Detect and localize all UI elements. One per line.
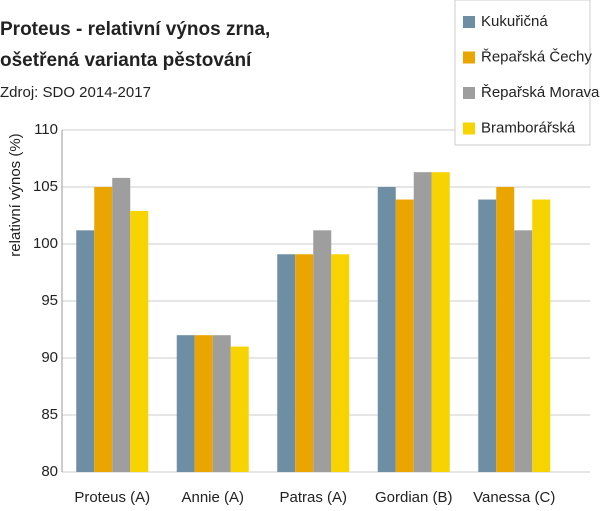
bar [176, 335, 195, 472]
legend-label: Řepařská Čechy [481, 48, 592, 65]
legend-swatch [463, 87, 475, 99]
source: Zdroj: SDO 2014-2017 [0, 84, 151, 101]
bar [496, 187, 515, 472]
bar [532, 199, 551, 473]
bar [212, 335, 231, 472]
bar [395, 199, 414, 473]
y-tick-label: 105 [33, 178, 58, 195]
chart-subtitle: ošetřená varianta pěstování [0, 50, 252, 71]
y-tick-label: 100 [33, 235, 58, 252]
x-tick-label: Proteus (A) [74, 489, 150, 506]
legend-label: Řepařská Morava [481, 84, 600, 101]
bar [230, 346, 249, 472]
x-tick-label: Gordian (B) [375, 489, 453, 506]
bar [277, 254, 296, 472]
y-tick-label: 80 [41, 463, 58, 480]
legend-swatch [463, 16, 475, 28]
legend-label: Kukuřičná [481, 13, 548, 30]
bar [130, 210, 149, 472]
x-tick-label: Annie (A) [181, 489, 244, 506]
bar [313, 230, 332, 472]
bar [377, 187, 396, 472]
chart-title: Proteus - relativní výnos zrna, [0, 19, 270, 40]
bar [478, 199, 497, 473]
bar [431, 172, 450, 472]
y-axis-label: relativní výnos (%) [7, 133, 24, 256]
legend-label: Bramborářská [481, 119, 576, 136]
y-tick-label: 95 [41, 292, 58, 309]
bar [112, 177, 131, 472]
bar [331, 254, 350, 472]
y-tick-label: 110 [34, 121, 58, 138]
bar [76, 230, 95, 472]
bar [194, 335, 213, 472]
x-tick-label: Patras (A) [279, 489, 347, 506]
y-tick-label: 90 [41, 349, 58, 366]
bar [295, 254, 314, 472]
bar [94, 187, 113, 472]
x-tick-label: Vanessa (C) [473, 489, 555, 506]
legend-swatch [463, 51, 475, 64]
bar [413, 172, 432, 472]
bar [514, 230, 533, 472]
legend-box [454, 0, 591, 146]
legend-swatch [463, 122, 475, 135]
y-tick-label: 85 [41, 406, 58, 423]
